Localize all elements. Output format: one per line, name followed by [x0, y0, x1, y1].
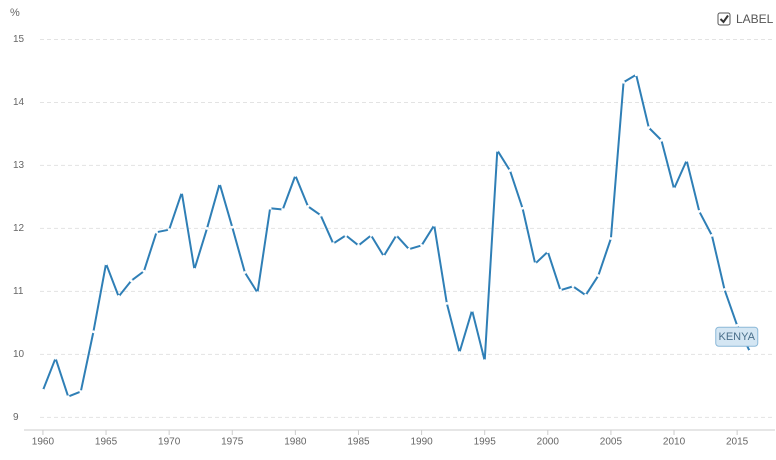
- x-tick-label: 2005: [600, 437, 623, 448]
- data-point: [142, 269, 146, 273]
- data-point: [41, 388, 45, 392]
- data-point: [256, 291, 259, 295]
- y-tick-label: 9: [13, 412, 19, 423]
- data-point: [382, 254, 386, 258]
- data-point: [609, 237, 613, 240]
- data-point: [432, 223, 436, 227]
- data-point: [129, 279, 133, 283]
- label-toggle[interactable]: LABEL: [717, 12, 774, 26]
- data-point: [483, 359, 487, 363]
- x-tick-label: 1985: [347, 437, 370, 448]
- data-point: [458, 351, 461, 354]
- data-point: [167, 228, 171, 232]
- data-point: [559, 288, 562, 292]
- data-point: [622, 80, 625, 84]
- checkmark: [719, 14, 729, 24]
- data-point: [117, 295, 121, 298]
- data-point: [281, 208, 285, 211]
- data-point: [445, 301, 449, 305]
- x-tick-label: 1990: [410, 437, 433, 448]
- data-point: [546, 250, 550, 254]
- data-point: [369, 233, 373, 237]
- series-name: KENYA: [719, 331, 756, 343]
- data-point: [268, 206, 272, 210]
- data-point: [104, 262, 108, 266]
- checkbox[interactable]: [717, 12, 731, 26]
- data-point: [634, 73, 638, 77]
- y-unit: %: [10, 7, 20, 19]
- data-point: [230, 225, 234, 229]
- data-point: [697, 210, 701, 213]
- data-point: [571, 284, 575, 288]
- series-tag: KENYA: [715, 326, 759, 347]
- data-point: [495, 148, 499, 152]
- x-tick-label: 2000: [537, 437, 560, 448]
- data-point: [293, 174, 297, 177]
- data-point: [192, 267, 196, 271]
- data-point: [508, 169, 512, 172]
- data-point: [660, 138, 663, 142]
- data-point: [407, 247, 411, 251]
- toggle-label[interactable]: LABEL: [736, 12, 774, 26]
- data-point: [92, 330, 95, 334]
- x-tick-label: 1970: [158, 437, 181, 448]
- data-point: [319, 213, 323, 217]
- data-point: [584, 293, 588, 297]
- data-point: [357, 244, 360, 247]
- data-point: [723, 288, 726, 291]
- data-point: [735, 324, 739, 327]
- data-point: [521, 206, 524, 210]
- x-tick-label: 1975: [221, 437, 244, 448]
- y-tick-label: 10: [13, 349, 25, 360]
- data-point: [470, 308, 474, 312]
- data-point: [180, 191, 184, 194]
- x-tick-label: 2010: [663, 437, 686, 448]
- data-point: [533, 262, 537, 266]
- data-point: [205, 227, 209, 230]
- x-tick-label: 1965: [95, 437, 118, 448]
- data-point: [243, 271, 247, 274]
- data-point: [66, 395, 70, 399]
- series-tag-box: [715, 326, 759, 347]
- data-point: [748, 349, 752, 353]
- x-tick-label: 1980: [284, 437, 307, 448]
- x-tick-label: 2015: [726, 437, 749, 448]
- data-point: [218, 182, 222, 186]
- data-point: [331, 242, 335, 245]
- x-tick-label: 1960: [32, 437, 55, 448]
- data-point: [596, 274, 600, 278]
- y-tick-label: 14: [13, 97, 25, 108]
- y-tick-label: 15: [13, 34, 25, 45]
- data-point: [54, 356, 57, 360]
- data-point: [710, 233, 714, 237]
- y-tick-label: 12: [13, 223, 25, 234]
- data-point: [155, 230, 158, 234]
- data-point: [672, 187, 676, 191]
- data-point: [685, 158, 689, 162]
- y-tick-label: 11: [13, 286, 24, 297]
- data-point: [79, 390, 83, 393]
- data-point: [394, 233, 398, 237]
- data-point: [344, 233, 348, 237]
- x-tick-label: 1995: [474, 437, 497, 448]
- data-point: [420, 244, 423, 247]
- data-point: [306, 204, 310, 208]
- data-point: [647, 126, 651, 130]
- y-tick-label: 13: [13, 160, 25, 171]
